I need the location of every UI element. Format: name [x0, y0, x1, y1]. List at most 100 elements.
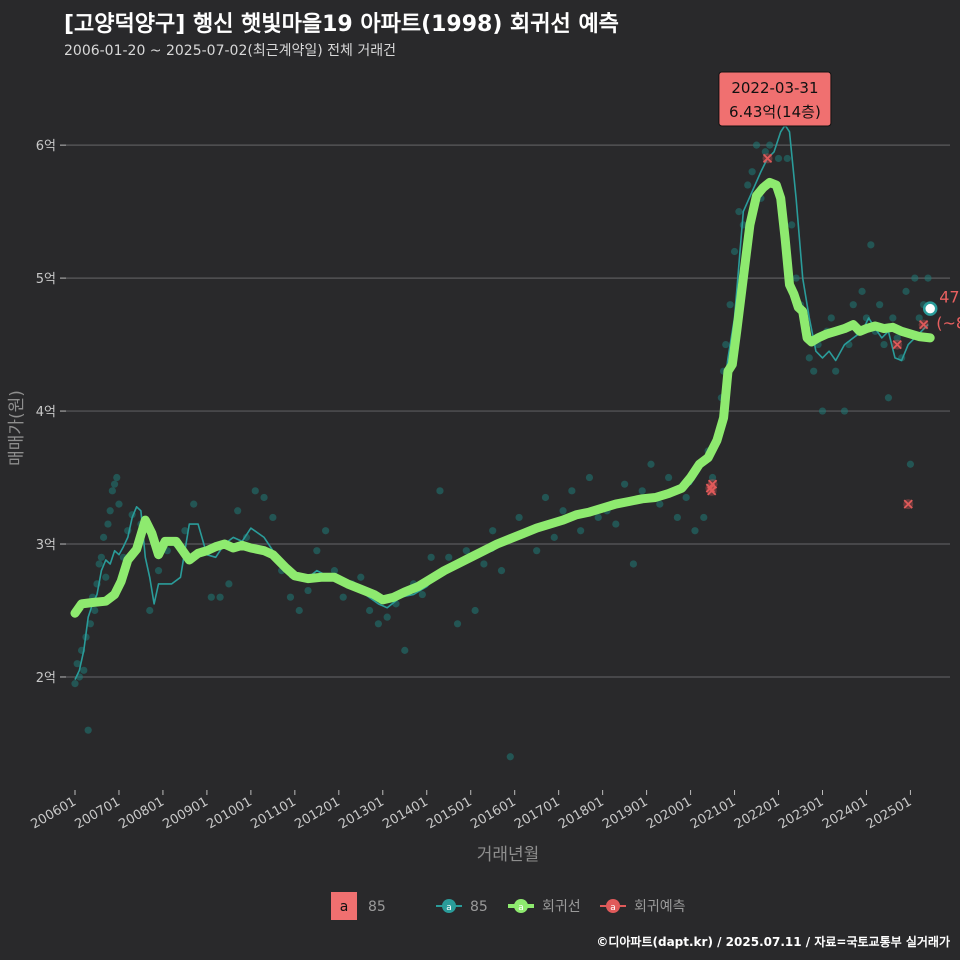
- scatter-point: [867, 241, 875, 249]
- scatter-point: [752, 141, 761, 149]
- scatter-point: [115, 500, 123, 508]
- scatter-point: [880, 340, 888, 349]
- y-tick-label: 4억: [36, 405, 56, 420]
- scatter-point: [269, 513, 277, 522]
- legend-item-label: 회귀선: [542, 899, 581, 915]
- scatter-point: [181, 527, 189, 535]
- scatter-point: [91, 606, 99, 615]
- legend-item-letter: a: [446, 903, 452, 913]
- scatter-point: [788, 221, 796, 229]
- peak-callout-box: [718, 71, 832, 127]
- scatter-point: [766, 141, 774, 149]
- legend-item-letter: a: [610, 903, 616, 913]
- prediction-markers: [705, 153, 929, 510]
- scatter-point: [225, 580, 233, 588]
- scatter-point: [730, 247, 739, 256]
- scatter-point: [110, 480, 119, 488]
- scatter-point: [664, 473, 673, 482]
- scatter-point: [260, 493, 268, 502]
- scatter-point: [818, 407, 827, 415]
- legend-item-label: 회귀예측: [634, 899, 686, 915]
- scatter-point: [313, 547, 321, 555]
- latest-point-marker: [922, 301, 938, 316]
- scatter-point: [471, 606, 479, 615]
- scatter-point: [849, 301, 857, 309]
- x-tick-label: 200601: [29, 794, 79, 832]
- y-tick-label: 5억: [36, 272, 56, 287]
- scatter-point: [832, 367, 840, 375]
- x-axis-ticks: 2006012007012008012009012010012011012012…: [29, 790, 914, 832]
- scatter-point: [858, 287, 866, 295]
- x-tick-label: 202401: [820, 794, 870, 832]
- scatter-point: [216, 593, 224, 601]
- scatter-point: [357, 573, 365, 581]
- scatter-point: [893, 334, 901, 342]
- scatter-point: [436, 487, 444, 495]
- scatter-point: [911, 274, 919, 282]
- legend-item-dot: [514, 899, 528, 913]
- scatter-point: [286, 593, 295, 601]
- regression-line: [70, 177, 935, 618]
- legend-item-label: 85: [470, 899, 488, 915]
- scatter-point: [621, 480, 629, 488]
- legend-box-letter: a: [340, 899, 349, 915]
- latest-area-label: (~85㎡): [936, 314, 960, 333]
- scatter-point: [585, 473, 594, 482]
- scatter-point: [924, 274, 932, 282]
- x-tick-label: 201301: [336, 794, 386, 832]
- scatter-point: [102, 573, 110, 581]
- scatter-point: [656, 500, 664, 508]
- chart-title: [고양덕양구] 행신 햇빛마을19 아파트(1998) 회귀선 예측: [64, 12, 619, 37]
- scatter-point: [295, 606, 303, 615]
- x-tick-label: 201801: [556, 794, 606, 832]
- prediction-cross: [903, 499, 913, 509]
- scatter-point: [330, 567, 339, 575]
- chart-subtitle: 2006-01-20 ~ 2025-07-02(최근계약일) 전체 거래건: [64, 43, 396, 59]
- prediction-cross: [892, 339, 902, 350]
- prediction-cross: [707, 486, 717, 496]
- scatter-point: [629, 560, 638, 568]
- scatter-point: [691, 527, 699, 535]
- scatter-point: [515, 513, 523, 522]
- scatter-point: [251, 487, 259, 495]
- scatter-point: [568, 487, 576, 495]
- area-line-series: [74, 124, 929, 680]
- scatter-point: [708, 473, 717, 482]
- scatter-point: [744, 181, 752, 189]
- scatter-point: [108, 487, 116, 495]
- scatter-point: [427, 553, 435, 561]
- scatter-point: [71, 680, 79, 688]
- prediction-cross: [918, 319, 929, 330]
- x-tick-label: 200701: [72, 794, 122, 832]
- scatter-point: [840, 407, 849, 415]
- x-tick-label: 201201: [292, 794, 342, 832]
- scatter-point: [80, 666, 88, 674]
- scatter-point: [577, 527, 585, 535]
- peak-callout-price: 6.43억(14층): [729, 103, 821, 121]
- y-tick-label: 2억: [36, 671, 56, 686]
- scatter-point: [453, 620, 462, 628]
- scatter-point: [722, 340, 730, 349]
- x-tick-label: 201601: [468, 794, 518, 832]
- scatter-point: [401, 646, 409, 654]
- scatter-point: [190, 500, 198, 508]
- scatter-point: [304, 586, 312, 595]
- x-tick-label: 202001: [644, 794, 694, 832]
- scatter-point: [84, 726, 92, 734]
- scatter-point: [761, 148, 769, 156]
- scatter-point: [673, 513, 681, 522]
- scatter-point: [915, 314, 923, 322]
- x-axis-title: 거래년월: [477, 845, 540, 865]
- scatter-point: [682, 493, 690, 502]
- scatter-point: [462, 547, 470, 555]
- scatter-point: [906, 460, 915, 468]
- annotations: 2022-03-31 6.43억(14층) 47,656 (~85㎡): [718, 71, 960, 333]
- scatter-point: [783, 154, 791, 163]
- scatter-point: [726, 301, 734, 309]
- scatter-point: [550, 533, 558, 541]
- legend-item-dot: [606, 899, 620, 913]
- area-85-line: [74, 124, 929, 680]
- x-tick-label: 202301: [776, 794, 826, 832]
- scatter-point: [95, 560, 103, 568]
